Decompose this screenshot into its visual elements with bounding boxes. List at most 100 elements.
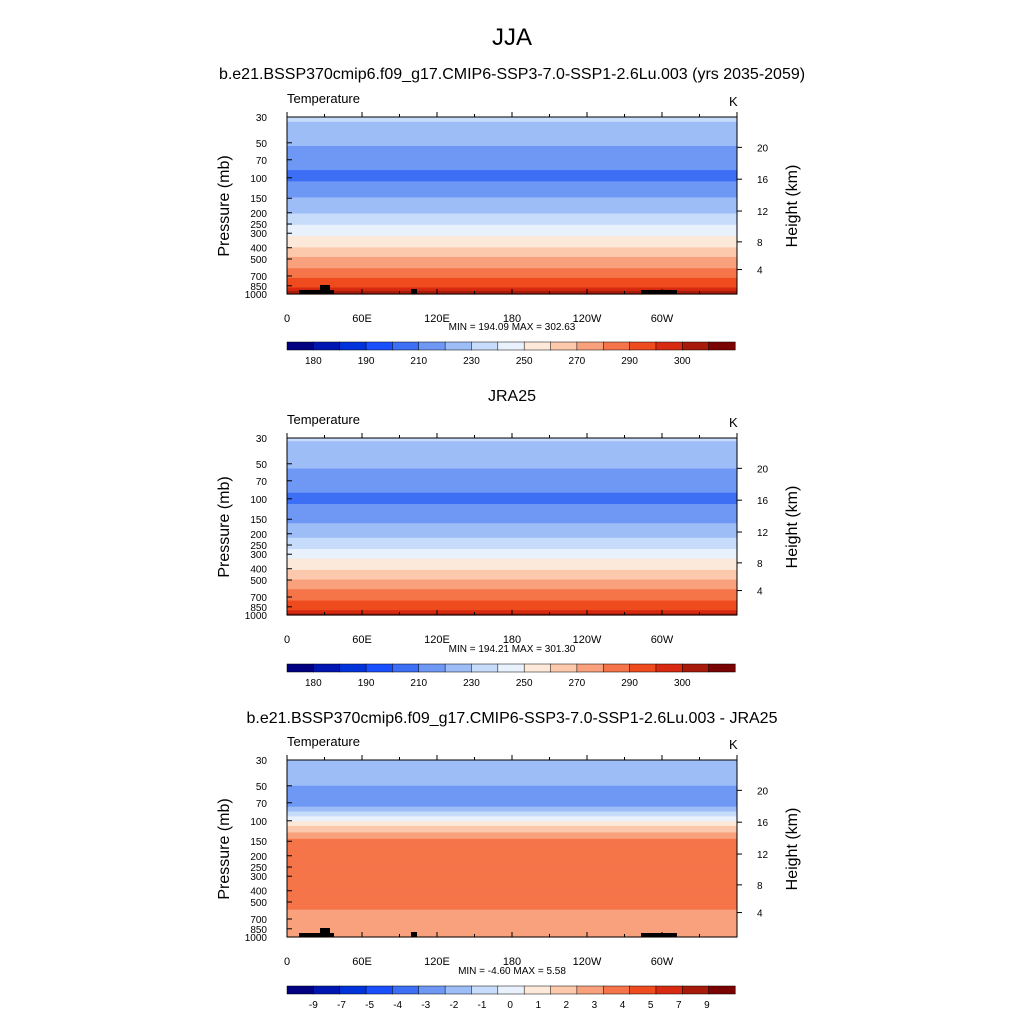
contour-band bbox=[287, 240, 737, 244]
contour-band bbox=[287, 846, 737, 850]
contour-band bbox=[287, 822, 737, 825]
contour-band bbox=[287, 189, 737, 192]
contour-band bbox=[287, 816, 737, 819]
contour-band bbox=[287, 471, 737, 474]
colorbar-swatch bbox=[471, 985, 499, 995]
panel-2-colorbar: 180 190 210 230 250 270 290 300 bbox=[286, 663, 736, 689]
pressure-tick-label: 150 bbox=[250, 194, 267, 205]
contour-band bbox=[287, 494, 737, 497]
contour-band bbox=[287, 500, 737, 503]
contour-band bbox=[287, 518, 737, 521]
contour-band bbox=[287, 207, 737, 210]
contour-band bbox=[287, 255, 737, 258]
contour-band bbox=[287, 439, 737, 442]
contour-band bbox=[287, 268, 737, 271]
contour-band bbox=[287, 788, 737, 792]
contour-band bbox=[287, 539, 737, 542]
contour-band bbox=[287, 145, 737, 149]
contour-band bbox=[287, 218, 737, 221]
contour-band bbox=[287, 462, 737, 465]
pressure-tick-label: 100 bbox=[250, 495, 267, 506]
contour-band bbox=[287, 928, 737, 932]
contour-band bbox=[287, 848, 737, 851]
contour-band bbox=[287, 455, 737, 458]
colorbar-label: -7 bbox=[337, 1000, 346, 1011]
contour-band bbox=[287, 442, 737, 446]
contour-band bbox=[287, 930, 737, 933]
contour-band bbox=[287, 211, 737, 215]
x-tick-label: 120W bbox=[573, 634, 602, 646]
x-tick-label: 60E bbox=[352, 956, 372, 968]
colorbar-label: -9 bbox=[309, 1000, 318, 1011]
contour-band bbox=[287, 491, 737, 494]
colorbar-swatch bbox=[655, 341, 683, 351]
contour-band bbox=[287, 780, 737, 784]
height-tick-label: 4 bbox=[757, 266, 763, 277]
contour-band bbox=[287, 922, 737, 925]
contour-band bbox=[287, 481, 737, 484]
contour-band bbox=[287, 598, 737, 602]
contour-band bbox=[287, 157, 737, 160]
colorbar-swatch bbox=[339, 663, 367, 673]
terrain-mask bbox=[299, 285, 677, 294]
contour-band bbox=[287, 890, 737, 893]
colorbar-swatch bbox=[471, 341, 499, 351]
pressure-tick-label: 400 bbox=[250, 887, 267, 898]
colorbar-label: 5 bbox=[648, 1000, 654, 1011]
contour-band bbox=[287, 763, 737, 766]
colorbar-swatch bbox=[576, 663, 604, 673]
contour-band bbox=[287, 600, 737, 603]
contour-band bbox=[287, 150, 737, 153]
contour-band bbox=[287, 784, 737, 787]
height-tick-label: 12 bbox=[757, 850, 769, 861]
contour-band bbox=[287, 577, 737, 581]
x-tick-label: 180 bbox=[503, 634, 521, 646]
contour-band bbox=[287, 465, 737, 468]
contour-band bbox=[287, 242, 737, 245]
contour-band bbox=[287, 158, 737, 162]
colorbar-swatch bbox=[602, 985, 631, 995]
contour-band bbox=[287, 263, 737, 266]
colorbar-swatch bbox=[708, 663, 736, 673]
height-tick-label: 12 bbox=[757, 207, 769, 218]
contour-band bbox=[287, 579, 737, 582]
contour-band bbox=[287, 779, 737, 782]
x-tick-label: 120E bbox=[424, 313, 450, 325]
contour-band bbox=[287, 842, 737, 845]
colorbar-label: -2 bbox=[449, 1000, 458, 1011]
colorbar-swatch bbox=[708, 341, 736, 351]
contour-band bbox=[287, 904, 737, 908]
colorbar-label: 180 bbox=[305, 356, 322, 367]
panel-1-colorbar: 180 190 210 230 250 270 290 300 bbox=[286, 341, 736, 367]
contour-band bbox=[287, 244, 737, 247]
contour-band bbox=[287, 819, 737, 822]
colorbar-swatch bbox=[286, 985, 314, 995]
contour-band bbox=[287, 760, 737, 763]
colorbar-label: 190 bbox=[358, 356, 375, 367]
colorbar-swatch bbox=[682, 663, 710, 673]
contour-band bbox=[287, 898, 737, 901]
colorbar-swatch bbox=[576, 341, 604, 351]
contour-band bbox=[287, 924, 737, 927]
contour-band bbox=[287, 144, 737, 147]
contour-band bbox=[287, 121, 737, 125]
x-tick-label: 60W bbox=[651, 634, 674, 646]
contour-band bbox=[287, 181, 737, 184]
pressure-tick-label: 700 bbox=[250, 593, 267, 604]
contour-band bbox=[287, 173, 737, 176]
contour-band bbox=[287, 197, 737, 200]
contour-band bbox=[287, 558, 737, 561]
colorbar-label: 7 bbox=[676, 1000, 682, 1011]
contour-band bbox=[287, 449, 737, 452]
colorbar-label: 250 bbox=[516, 356, 533, 367]
contour-band bbox=[287, 803, 737, 806]
panel-1: b.e21.BSSP370cmip6.f09_g17.CMIP6-SSP3-7.… bbox=[216, 66, 805, 367]
contour-band bbox=[287, 179, 737, 182]
contour-band bbox=[287, 859, 737, 862]
contour-band bbox=[287, 128, 737, 131]
contour-band bbox=[287, 850, 737, 853]
contour-band bbox=[287, 782, 737, 785]
contour-band bbox=[287, 234, 737, 237]
contour-band bbox=[287, 473, 737, 476]
contour-band bbox=[287, 801, 737, 805]
